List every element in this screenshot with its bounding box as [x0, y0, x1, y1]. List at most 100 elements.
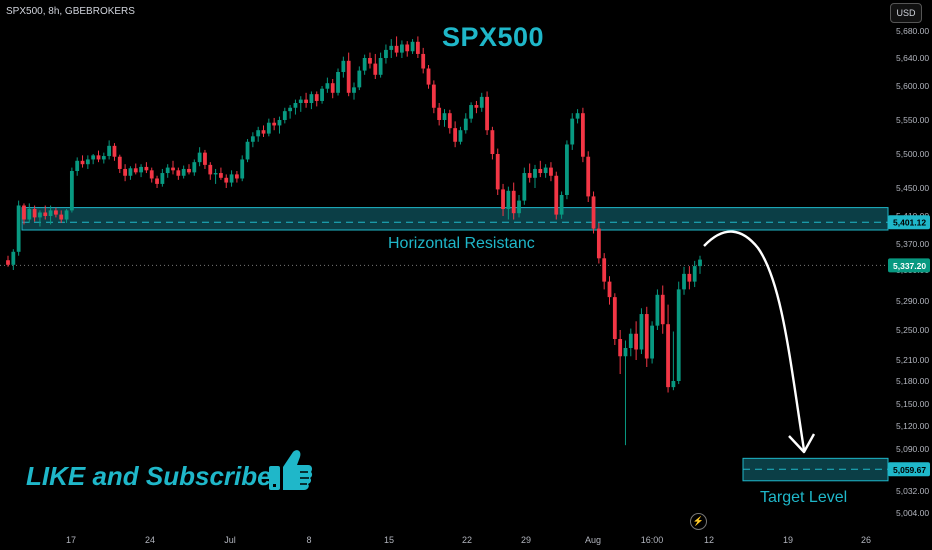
price-tick-label: 5,210.00	[896, 355, 929, 365]
candle-body	[559, 195, 564, 215]
thumbs-up-icon	[269, 450, 313, 490]
candle-body	[245, 141, 250, 160]
candle-body	[75, 160, 80, 171]
flash-icon[interactable]: ⚡	[690, 513, 707, 530]
price-tick-label: 5,370.00	[896, 239, 929, 249]
time-tick-label: 29	[521, 535, 531, 545]
candle-body	[485, 96, 489, 131]
candle-body	[378, 58, 383, 75]
time-tick-label: 12	[704, 535, 714, 545]
candle-body	[447, 113, 452, 129]
candle-body	[234, 174, 239, 179]
time-tick-label: 22	[462, 535, 472, 545]
candle-body	[410, 41, 415, 52]
time-tick-label: 15	[384, 535, 394, 545]
candle-body	[400, 44, 404, 53]
candle-body	[203, 152, 207, 165]
candle-body	[442, 113, 447, 120]
time-tick-label: 17	[66, 535, 76, 545]
price-tick-label: 5,120.00	[896, 421, 929, 431]
candle-body	[527, 173, 532, 178]
price-tick-label: 5,290.00	[896, 296, 929, 306]
candle-body	[293, 103, 298, 108]
target-label: Target Level	[760, 489, 848, 506]
candle-body	[314, 94, 319, 101]
resistance-label: Horizontal Resistanc	[388, 235, 535, 252]
last-price-badge-box	[888, 258, 930, 273]
candle-body	[59, 214, 64, 220]
candle-body	[687, 273, 692, 282]
candle-body	[368, 58, 372, 64]
candle-body	[27, 209, 32, 220]
symbol-label[interactable]: SPX500, 8h, GBEBROKERS	[6, 6, 135, 17]
candle-body	[112, 145, 117, 157]
candle-body	[517, 200, 521, 214]
candle-body	[522, 173, 527, 201]
candle-body	[565, 144, 569, 195]
candle-body	[192, 162, 197, 173]
candle-body	[671, 381, 676, 388]
candle-body	[325, 83, 330, 89]
currency-button[interactable]: USD	[890, 3, 922, 23]
candle-body	[655, 294, 660, 326]
candle-body	[282, 111, 287, 120]
candle-body	[453, 128, 458, 142]
candle-body	[64, 210, 69, 220]
target-price-badge-box	[888, 462, 930, 477]
candle-body	[463, 118, 468, 131]
candle-body	[591, 196, 596, 229]
time-tick-label: Jul	[224, 535, 236, 545]
candle-body	[22, 205, 26, 220]
candle-body	[288, 107, 293, 112]
candle-body	[698, 259, 702, 267]
candle-body	[580, 113, 585, 157]
candle-body	[474, 105, 479, 108]
candle-body	[469, 105, 474, 119]
candle-body	[394, 45, 399, 53]
price-tick-label: 5,004.00	[896, 508, 929, 518]
candle-body	[208, 164, 213, 175]
candle-body	[373, 63, 378, 75]
candle-body	[575, 113, 580, 119]
candle-body	[543, 167, 548, 174]
candle-body	[91, 155, 96, 160]
candle-body	[549, 167, 553, 176]
last-price-badge: 5,337.20	[893, 261, 926, 271]
candle-body	[298, 99, 303, 103]
candle-body	[612, 297, 617, 339]
candle-body	[277, 120, 282, 126]
candle-body	[261, 130, 266, 134]
candle-body	[607, 281, 612, 298]
candle-body	[38, 212, 42, 218]
candle-body	[618, 339, 623, 357]
candle-body	[256, 130, 261, 137]
candle-body	[650, 325, 654, 359]
candle-body	[139, 166, 143, 173]
candle-body	[352, 87, 356, 93]
candle-body	[639, 314, 644, 350]
candle-body	[644, 314, 649, 359]
time-tick-label: 24	[145, 535, 155, 545]
price-tick-label: 5,450.00	[896, 183, 929, 193]
candle-body	[666, 324, 670, 388]
candle-body	[69, 171, 74, 211]
candle-body	[692, 266, 697, 282]
candle-body	[458, 130, 463, 142]
candle-body	[32, 209, 37, 218]
candle-body	[101, 156, 106, 160]
candle-body	[11, 251, 16, 265]
candle-body	[479, 96, 484, 108]
candle-body	[490, 130, 495, 154]
candle-body	[187, 168, 191, 173]
candle-body	[623, 348, 628, 357]
candle-body	[501, 189, 505, 209]
candle-body	[341, 60, 346, 72]
candle-body	[219, 173, 223, 178]
time-tick-label: Aug	[585, 535, 601, 545]
candle-body	[160, 173, 165, 184]
candle-body	[389, 45, 394, 50]
candle-body	[250, 136, 255, 142]
resistance-price-badge: 5,401.12	[893, 218, 926, 228]
projection-arrowhead	[788, 433, 816, 454]
